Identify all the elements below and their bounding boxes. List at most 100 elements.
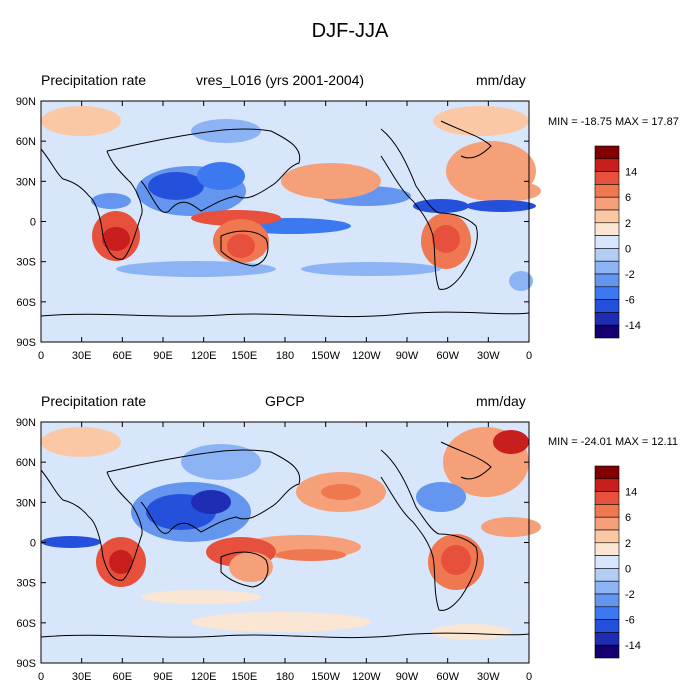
lon-tick-label: 120W (352, 350, 381, 362)
lon-tick-label: 60E (113, 350, 133, 362)
lon-tick-label: 150E (231, 350, 257, 362)
colorbar-box (594, 145, 620, 160)
panel2-minmax: MIN = -24.01 MAX = 12.11 (548, 436, 679, 448)
colorbar-label: -2 (625, 269, 635, 281)
lat-tick-label: 30N (16, 176, 36, 188)
lat-tick-label: 30N (16, 497, 36, 509)
lon-tick-label: 90E (153, 671, 173, 683)
colorbar-box (594, 465, 620, 480)
lat-tick-label: 60N (16, 136, 36, 148)
colorbar-box (594, 273, 620, 288)
colorbar-box (594, 478, 620, 492)
colorbar-label: -14 (625, 640, 641, 652)
lon-tick-label: 30W (477, 350, 500, 362)
panel2-left-label: Precipitation rate (41, 393, 147, 409)
panel2-center-label: GPCP (265, 393, 305, 409)
lat-tick-label: 90N (16, 96, 36, 108)
lon-tick-label: 180 (276, 671, 294, 683)
colorbar-box (594, 196, 620, 211)
colorbar-box (594, 542, 620, 556)
colorbar-label: 14 (625, 167, 637, 179)
colorbar-box (594, 235, 620, 249)
colorbar-label: 0 (625, 563, 631, 575)
colorbar-box (594, 555, 620, 569)
lat-tick-label: 90N (16, 417, 36, 429)
panel2-field (41, 427, 541, 640)
panel2-units-label: mm/day (476, 393, 526, 409)
colorbar-box (594, 222, 620, 236)
lon-tick-label: 0 (526, 350, 532, 362)
lon-tick-label: 30W (477, 671, 500, 683)
panel1-coastlines (40, 120, 530, 318)
colorbar-label: -2 (625, 589, 635, 601)
colorbar-box (594, 299, 620, 313)
colorbar-label: -6 (625, 295, 635, 307)
panel1-center-label: vres_L016 (yrs 2001-2004) (196, 72, 365, 88)
lat-tick-label: 90S (16, 337, 36, 349)
colorbar-box (594, 606, 620, 620)
lat-tick-label: 30S (16, 257, 36, 269)
colorbar-box (594, 171, 620, 185)
colorbar-box (594, 516, 620, 531)
colorbar-label: 6 (625, 512, 631, 524)
lat-tick-label: 0 (30, 217, 36, 229)
lat-tick-label: 60S (16, 297, 36, 309)
colorbar-box (594, 184, 620, 198)
colorbar-box (594, 644, 620, 659)
colorbar-box (594, 324, 620, 339)
colorbar-label: 14 (625, 487, 637, 499)
colorbar-label: -14 (625, 320, 641, 332)
lon-tick-label: 120E (191, 350, 217, 362)
colorbar-box (594, 619, 620, 633)
lon-tick-label: 150W (311, 350, 340, 362)
panel1-minmax: MIN = -18.75 MAX = 17.87 (548, 116, 679, 128)
lon-tick-label: 60W (436, 350, 459, 362)
panel2-colorbar: 14 6 2 0 -2 -6 -14 (594, 465, 641, 659)
lon-tick-label: 0 (38, 350, 44, 362)
lon-tick-label: 90W (396, 350, 419, 362)
colorbar-box (594, 593, 620, 608)
lon-tick-label: 60E (113, 671, 133, 683)
lat-tick-label: 60S (16, 618, 36, 630)
colorbar-box (594, 529, 620, 544)
lat-tick-label: 0 (30, 538, 36, 550)
lat-tick-label: 90S (16, 658, 36, 670)
panel1-field (41, 106, 541, 291)
colorbar-box (594, 491, 620, 505)
colorbar-label: 2 (625, 218, 631, 230)
lat-tick-label: 30S (16, 578, 36, 590)
colorbar-label: 0 (625, 243, 631, 255)
colorbar-box (594, 158, 620, 172)
lon-tick-label: 30E (72, 350, 92, 362)
colorbar-box (594, 632, 620, 646)
lon-tick-label: 120W (352, 671, 381, 683)
lon-tick-label: 60W (436, 671, 459, 683)
colorbar-box (594, 286, 620, 300)
lon-tick-label: 90W (396, 671, 419, 683)
lon-tick-label: 0 (38, 671, 44, 683)
figure-title: DJF-JJA (311, 20, 389, 42)
colorbar-box (594, 248, 620, 262)
lon-tick-label: 150W (311, 671, 340, 683)
panel1-colorbar: 14 6 2 0 -2 -6 -14 (594, 145, 641, 339)
colorbar-label: 2 (625, 538, 631, 550)
colorbar-box (594, 580, 620, 595)
colorbar-box (594, 209, 620, 224)
lat-tick-label: 60N (16, 457, 36, 469)
panel1-left-label: Precipitation rate (41, 72, 147, 88)
colorbar-box (594, 260, 620, 275)
lon-tick-label: 180 (276, 350, 294, 362)
colorbar-label: -6 (625, 615, 635, 627)
colorbar-label: 6 (625, 192, 631, 204)
lon-tick-label: 150E (231, 671, 257, 683)
lon-tick-label: 90E (153, 350, 173, 362)
lon-tick-label: 30E (72, 671, 92, 683)
colorbar-box (594, 568, 620, 582)
colorbar-box (594, 504, 620, 518)
lon-tick-label: 120E (191, 671, 217, 683)
